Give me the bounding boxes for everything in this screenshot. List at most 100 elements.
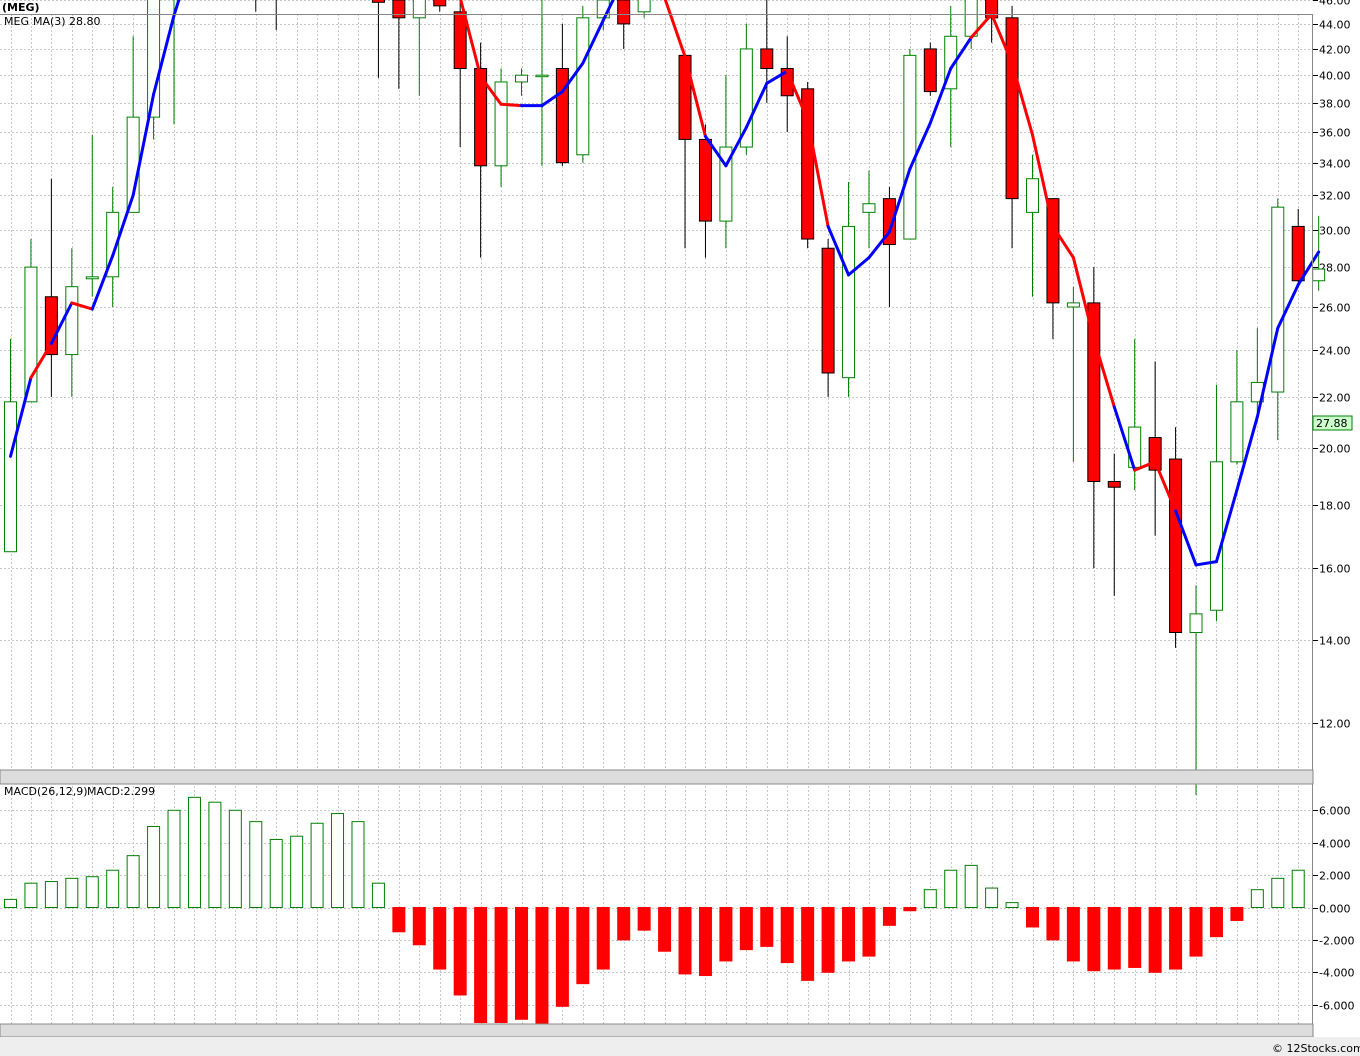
ma3-segment <box>806 118 830 228</box>
macd-y-tick-label: 6.000 <box>1319 805 1351 818</box>
macd-bar-negative <box>698 907 712 977</box>
price-y-tick-label: 42.00 <box>1319 44 1351 57</box>
candle <box>678 54 692 249</box>
candle-body-down <box>1169 458 1183 633</box>
candle-body-down <box>1107 480 1121 488</box>
candle <box>923 42 937 96</box>
macd-bar-negative <box>1230 907 1244 921</box>
macd-grid <box>0 786 1313 1024</box>
candle <box>1230 350 1244 465</box>
macd-bar-positive <box>1005 902 1019 909</box>
macd-bar-positive <box>964 864 978 909</box>
price-y-tick-label: 28.00 <box>1319 262 1351 275</box>
candle <box>1250 328 1264 422</box>
ma3-segment <box>111 193 135 258</box>
macd-bar-series <box>4 796 1305 1027</box>
candle <box>1107 453 1121 596</box>
price-y-tick-label: 24.00 <box>1319 345 1351 358</box>
macd-bar-negative <box>821 907 835 973</box>
ma3-line <box>9 0 1321 567</box>
ma3-segment <box>1112 405 1137 472</box>
price-y-tick-label: 32.00 <box>1319 190 1351 203</box>
macd-bar-negative <box>535 907 549 1027</box>
price-y-tick-label: 16.00 <box>1319 563 1351 576</box>
ma3-segment <box>1214 488 1239 564</box>
ma3-segment <box>29 341 53 380</box>
candle-body-up <box>903 54 917 240</box>
macd-bar-negative <box>494 907 508 1024</box>
macd-bar-negative <box>1169 907 1183 970</box>
macd-bar-negative <box>1107 907 1121 970</box>
candle <box>255 0 257 12</box>
price-y-tick-label: 26.00 <box>1319 302 1351 315</box>
candle-body-up <box>412 0 426 19</box>
ma3-segment <box>969 12 994 40</box>
price-y-tick-label: 40.00 <box>1319 70 1351 83</box>
macd-bar-negative <box>433 907 447 970</box>
macd-bar-negative <box>719 907 733 962</box>
macd-bar-negative <box>801 907 815 981</box>
macd-bar-positive <box>310 822 324 909</box>
candle <box>637 0 651 18</box>
ma3-segment <box>479 75 503 106</box>
ma3-segment <box>867 230 891 260</box>
price-y-tick-label: 30.00 <box>1319 225 1351 238</box>
candle-body-up <box>85 276 99 280</box>
macd-bar-negative <box>760 907 774 947</box>
candle <box>85 134 99 297</box>
candle <box>1169 427 1183 648</box>
candle-body-down <box>555 68 569 164</box>
candle <box>964 0 978 49</box>
macd-bar-positive <box>371 882 385 909</box>
macd-bar-positive <box>1271 877 1285 909</box>
ma3-segment <box>601 0 615 22</box>
candlestick-series <box>4 0 1326 795</box>
macd-bar-positive <box>249 821 263 909</box>
candle-body-up <box>637 0 651 13</box>
macd-bar-positive <box>1250 889 1264 908</box>
candle-body-up <box>1230 401 1244 463</box>
candle-body-down <box>371 0 385 3</box>
macd-bar-positive <box>187 796 201 909</box>
ma3-segment <box>1174 509 1198 567</box>
candle <box>535 0 549 166</box>
macd-bar-negative <box>637 907 651 931</box>
macd-bar-positive <box>167 809 181 908</box>
macd-bar-negative <box>555 907 569 1007</box>
candle-body-down <box>433 0 447 7</box>
ma3-segment <box>1051 224 1075 260</box>
price-y-tick-label: 36.00 <box>1319 127 1351 140</box>
candle-body-down <box>617 0 631 25</box>
candle-body-down <box>882 198 896 246</box>
footer-band <box>0 1037 1360 1056</box>
macd-y-tick-label: -6.000 <box>1319 1000 1354 1013</box>
ma3-segment <box>9 376 33 458</box>
candle <box>719 75 733 249</box>
macd-bar-positive <box>290 835 304 908</box>
candle-body-down <box>923 48 937 93</box>
macd-y-tick-label: 0.000 <box>1319 903 1351 916</box>
candle-body-up <box>515 74 528 83</box>
macd-bar-positive <box>331 813 345 908</box>
ma3-segment <box>826 224 851 277</box>
macd-bar-positive <box>351 821 365 909</box>
ma3-segment <box>49 301 74 345</box>
ma3-segment <box>1010 61 1034 137</box>
candle <box>24 239 38 403</box>
macd-bar-negative <box>1026 907 1039 928</box>
candle-body-down <box>1046 198 1060 304</box>
candle-body-down <box>801 88 815 240</box>
ma3-segment <box>724 125 748 168</box>
candle <box>392 0 406 89</box>
macd-x-axis-band <box>0 1023 1314 1038</box>
candle-body-up <box>719 146 733 222</box>
candle <box>173 0 175 125</box>
ma3-segment <box>131 92 156 197</box>
ma3-segment <box>744 81 769 129</box>
candle-body-down <box>1291 225 1305 282</box>
macd-bar-negative <box>596 907 610 970</box>
right-axis-bg <box>1313 14 1360 1056</box>
macd-y-axis: -6.000 -4.000 -2.000 0.000 2.000 4.000 6.000 <box>1313 805 1354 1013</box>
ma3-segment <box>765 69 789 85</box>
ma3-segment <box>949 36 973 71</box>
